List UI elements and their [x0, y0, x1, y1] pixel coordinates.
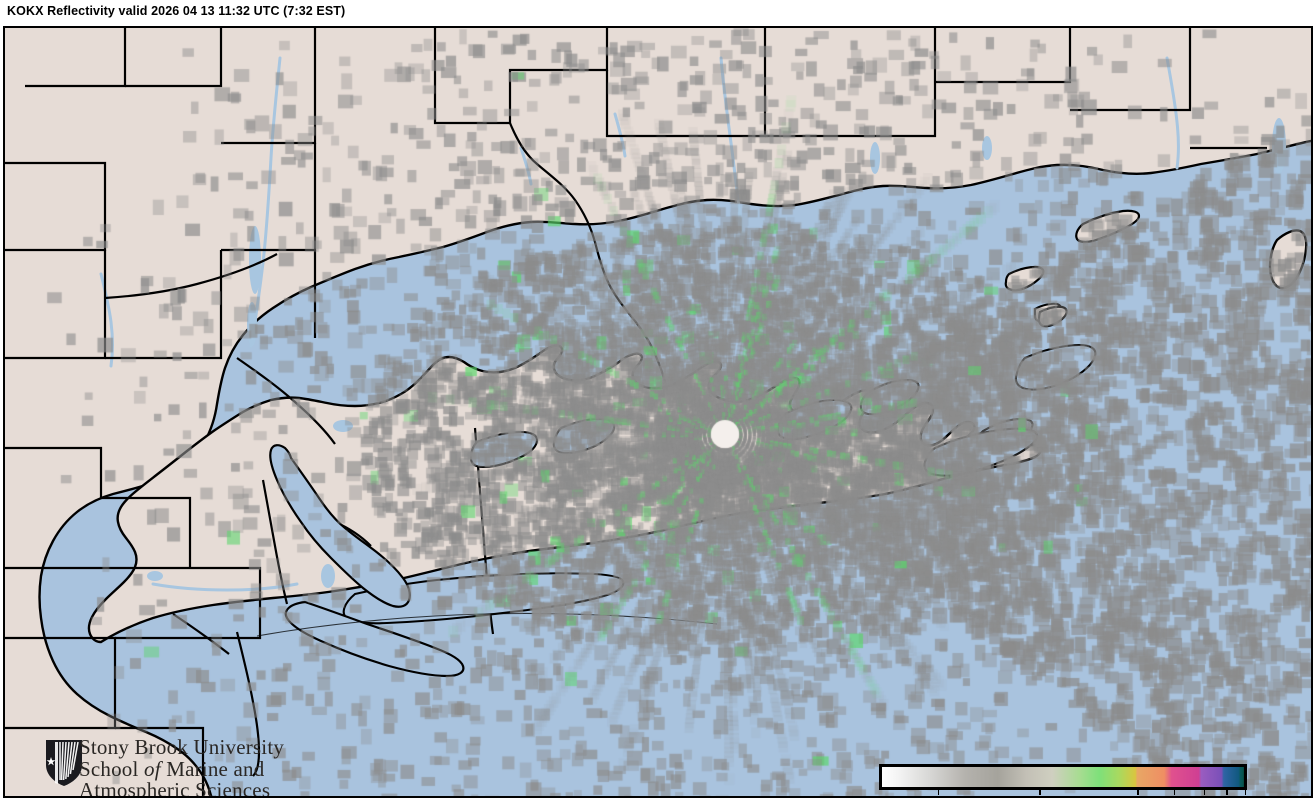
colorbar-tick [1226, 790, 1228, 795]
reflectivity-colorbar [879, 764, 1247, 790]
colorbar-tick [1039, 790, 1041, 795]
colorbar-ticks [879, 790, 1247, 796]
colorbar-tick-labels: 0 20 40 50 60 7080 [879, 794, 1253, 796]
colorbar-tick-label: 50 [1165, 794, 1183, 796]
colorbar-tick-label: 0 [933, 794, 942, 796]
colorbar-tick-label: 20 [1030, 794, 1048, 796]
map-frame[interactable]: Stony Brook University School of Marine … [3, 26, 1313, 798]
colorbar-tick-label: 40 [1128, 794, 1146, 796]
colorbar-tick [1203, 790, 1206, 795]
colorbar-tick [1244, 790, 1247, 795]
product-title: KOKX Reflectivity valid 2026 04 13 11:32… [7, 4, 346, 18]
colorbar-tick [1137, 790, 1139, 795]
colorbar-gradient [882, 767, 1244, 787]
title-bar: KOKX Reflectivity valid 2026 04 13 11:32… [0, 0, 1316, 26]
colorbar-frame [879, 764, 1247, 790]
colorbar-tick [937, 790, 940, 795]
radar-reflectivity-layer [5, 28, 1311, 796]
colorbar-tick-label: 60 [1195, 794, 1213, 796]
colorbar-tick [1173, 790, 1176, 795]
colorbar-tick-label: 80 [1236, 794, 1254, 796]
colorbar-tick-label: 70 [1217, 794, 1235, 796]
